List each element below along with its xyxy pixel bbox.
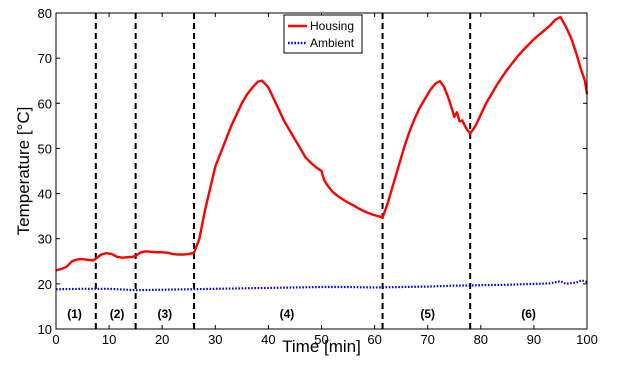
y-tick-label: 60 [38,96,52,111]
phase-boundaries [94,13,472,329]
phase-label: (6) [521,307,536,321]
phase-labels: (1) (2) (3) (4) (5) (6) [67,307,536,321]
x-tick-label: 60 [367,332,381,347]
x-tick-label: 20 [155,332,169,347]
x-tick-label: 0 [52,332,59,347]
series-layer [55,15,589,292]
legend: Housing Ambient [283,14,363,54]
y-tick-label: 20 [38,277,52,292]
x-tick-label: 80 [474,332,488,347]
x-tick-label: 30 [208,332,222,347]
x-tick-label: 100 [576,332,598,347]
phase-label: (5) [420,307,435,321]
legend-label-housing: Housing [310,19,354,33]
x-axis: 0 10 20 30 40 50 60 70 80 90 100 [52,13,598,347]
phase-label: (3) [158,307,173,321]
y-tick-label: 40 [38,187,52,202]
phase-label: (2) [110,307,125,321]
x-tick-label: 10 [102,332,116,347]
series-line-housing [55,15,589,272]
y-axis: 10 20 30 40 50 60 70 80 [38,6,587,337]
series-line-ambient [55,279,588,292]
y-axis-label: Temperature [°C] [14,107,33,236]
x-tick-label: 50 [314,332,328,347]
x-tick-label: 70 [420,332,434,347]
legend-label-ambient: Ambient [310,36,355,50]
y-tick-label: 80 [38,6,52,21]
y-tick-label: 30 [38,232,52,247]
legend-box [283,14,363,54]
y-tick-label: 50 [38,141,52,156]
y-tick-label: 10 [38,322,52,337]
x-tick-label: 90 [527,332,541,347]
x-axis-label: Time [min] [282,337,361,356]
phase-label: (4) [280,307,295,321]
x-tick-label: 40 [261,332,275,347]
phase-label: (1) [67,307,82,321]
y-tick-label: 70 [38,51,52,66]
